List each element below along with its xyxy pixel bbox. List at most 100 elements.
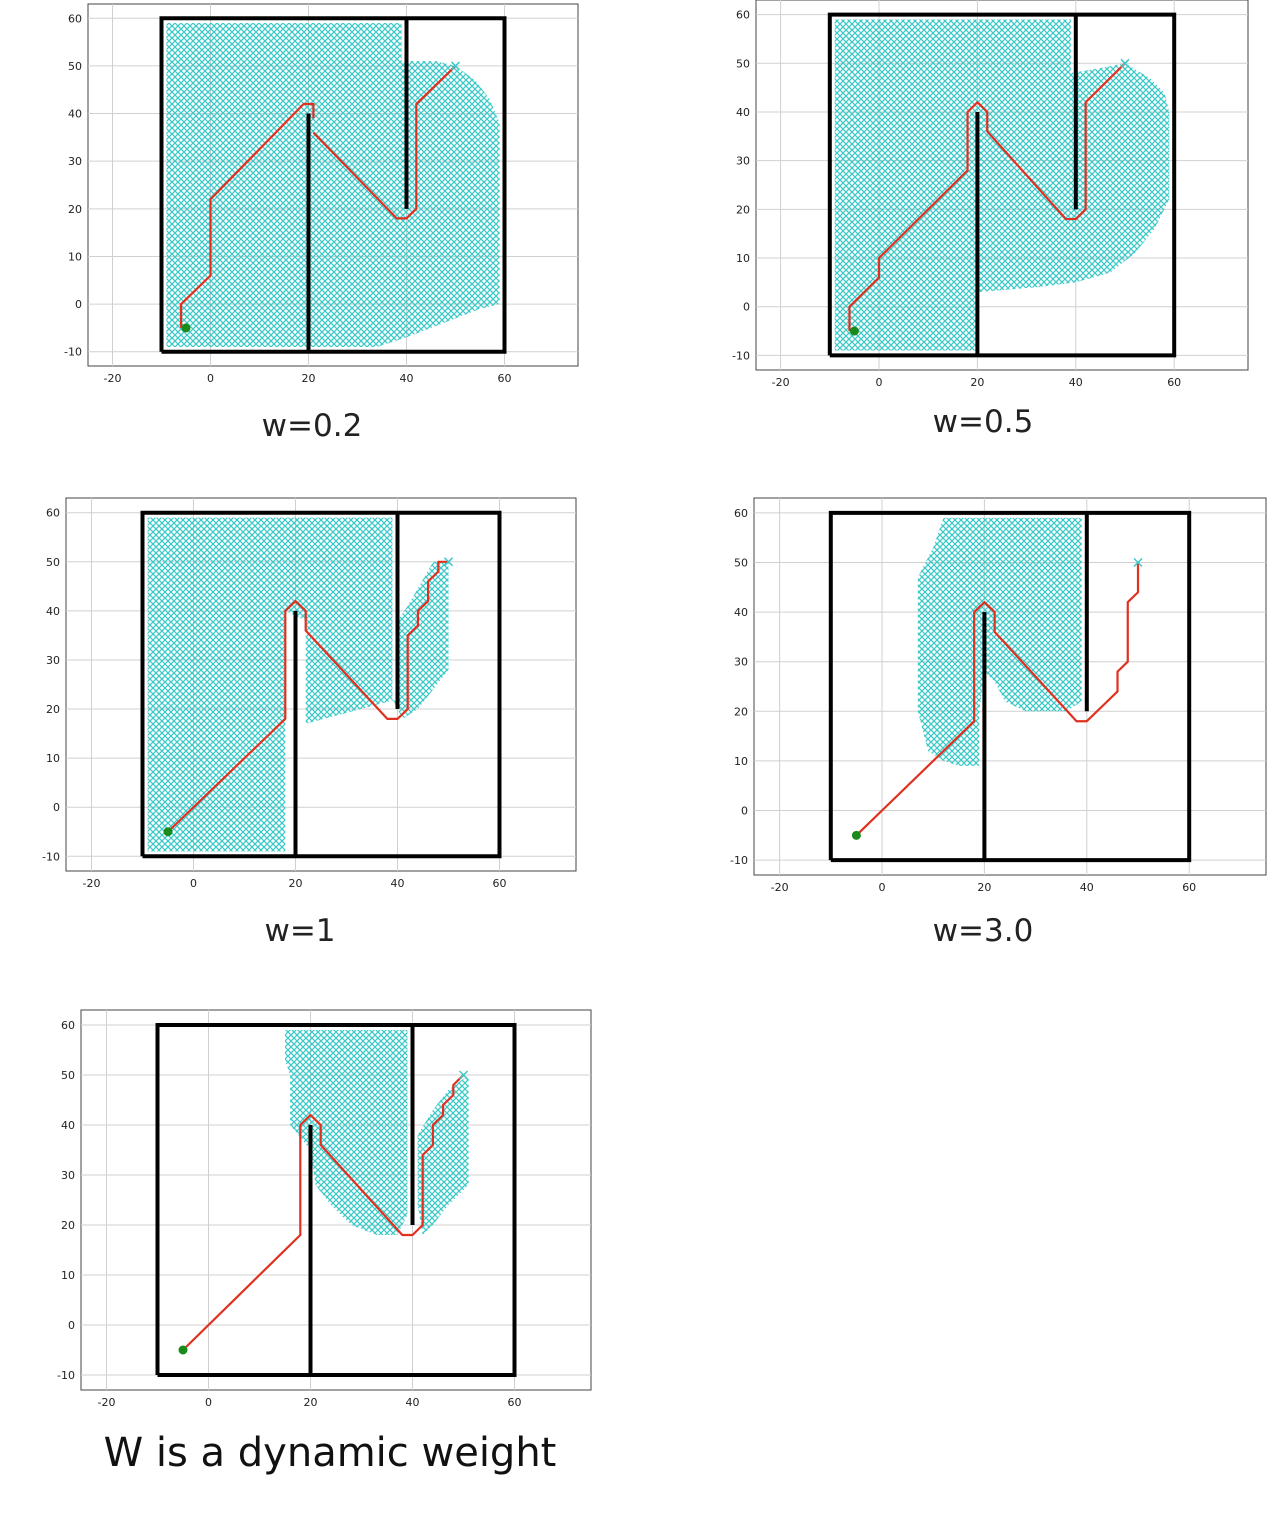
caption-w-1: w=1 — [264, 913, 336, 949]
y-tick-label: 40 — [46, 605, 60, 618]
y-tick-label: 0 — [68, 1319, 75, 1332]
path-line — [848, 62, 1126, 332]
y-tick-label: 30 — [68, 155, 82, 168]
path-line — [312, 65, 457, 220]
explored-region — [147, 517, 449, 852]
x-tick-label: 40 — [1080, 881, 1094, 894]
x-tick-label: 20 — [977, 881, 991, 894]
y-tick-label: 40 — [734, 606, 748, 619]
caption-w-3-0: w=3.0 — [932, 913, 1034, 949]
y-tick-label: 20 — [736, 203, 750, 216]
plot-panel-w-1: -20 0 20 40 60 -10 0 10 20 30 40 50 60 — [24, 493, 586, 905]
y-tick-label: 0 — [75, 298, 82, 311]
x-tick-label: -20 — [83, 877, 101, 890]
path-line — [167, 560, 449, 833]
y-tick-label: 50 — [736, 57, 750, 70]
x-tick-label: 0 — [879, 881, 886, 894]
y-tick-label: 30 — [46, 654, 60, 667]
plot-panel-dynamic-weight: -20 0 20 40 60 -10 0 10 20 30 40 50 60 — [0, 1008, 626, 1418]
x-tick-label: 0 — [876, 376, 883, 389]
goal-marker — [458, 1070, 469, 1080]
y-tick-label: 10 — [46, 752, 60, 765]
plot-w-1: -20 0 20 40 60 -10 0 10 20 30 40 50 60 — [42, 497, 577, 890]
y-tick-label: 60 — [46, 507, 60, 520]
outer-wall — [159, 16, 507, 354]
plot-w-3-0: -20 0 20 40 60 -10 0 10 20 30 40 50 60 — [730, 497, 1267, 894]
y-tick-label: 40 — [736, 106, 750, 119]
y-tick-label: 10 — [68, 250, 82, 263]
caption-w-0-5: w=0.5 — [932, 404, 1034, 440]
outer-wall — [140, 510, 502, 859]
y-tick-label: 20 — [734, 705, 748, 718]
y-tick-label: -10 — [42, 850, 60, 863]
x-tick-label: 60 — [508, 1396, 522, 1409]
x-tick-label: 20 — [289, 877, 303, 890]
plot-panel-w-0-2: -20 0 20 40 60 -10 0 10 20 30 40 50 60 — [40, 2, 585, 392]
y-tick-label: -10 — [64, 346, 82, 359]
caption-dynamic-weight: W is a dynamic weight — [103, 1430, 557, 1476]
start-marker — [178, 1345, 188, 1355]
plot-w-0-5: -20 0 20 40 60 -10 0 10 20 30 40 50 60 — [732, 0, 1249, 389]
y-tick-label: 30 — [736, 155, 750, 168]
explored-region — [417, 1075, 469, 1235]
goal-marker — [1120, 58, 1130, 68]
path-line — [180, 102, 315, 328]
plot-panel-w-3-0: -20 0 20 40 60 -10 0 10 20 30 40 50 60 — [700, 493, 1270, 909]
x-tick-label: 60 — [493, 877, 507, 890]
outer-wall — [828, 510, 1192, 863]
x-tick-label: 20 — [302, 372, 316, 385]
x-tick-label: 40 — [400, 372, 414, 385]
y-tick-label: 60 — [68, 12, 82, 25]
explored-region — [917, 517, 1082, 766]
path-line — [182, 1074, 465, 1351]
x-tick-label: -20 — [772, 376, 790, 389]
y-tick-label: 0 — [53, 801, 60, 814]
start-marker — [181, 323, 191, 333]
y-tick-label: 10 — [734, 755, 748, 768]
x-tick-label: 60 — [1182, 881, 1196, 894]
path-line — [855, 562, 1140, 837]
x-tick-label: 40 — [1069, 376, 1083, 389]
goal-marker — [450, 61, 461, 71]
goal-marker — [443, 557, 454, 567]
y-tick-label: 20 — [68, 203, 82, 216]
x-tick-label: 20 — [970, 376, 984, 389]
x-tick-label: 60 — [1167, 376, 1181, 389]
x-tick-label: 0 — [205, 1396, 212, 1409]
y-tick-label: -10 — [57, 1369, 75, 1382]
y-tick-label: 0 — [741, 805, 748, 818]
outer-wall — [827, 12, 1177, 358]
y-tick-label: 60 — [734, 507, 748, 520]
y-tick-label: 60 — [736, 9, 750, 22]
x-tick-label: 0 — [207, 372, 214, 385]
caption-w-0-2: w=0.2 — [261, 408, 363, 444]
x-tick-label: 20 — [304, 1396, 318, 1409]
start-marker — [849, 326, 859, 336]
x-tick-label: 40 — [406, 1396, 420, 1409]
x-tick-label: -20 — [104, 372, 122, 385]
y-tick-label: 50 — [46, 556, 60, 569]
y-tick-label: 50 — [61, 1069, 75, 1082]
goal-marker — [1133, 557, 1143, 568]
outer-wall — [155, 1023, 517, 1377]
y-tick-label: 20 — [61, 1219, 75, 1232]
y-tick-label: 10 — [736, 252, 750, 265]
y-tick-label: 60 — [61, 1019, 75, 1032]
y-tick-label: 50 — [734, 556, 748, 569]
y-tick-label: 20 — [46, 703, 60, 716]
y-tick-label: -10 — [730, 854, 748, 867]
y-tick-label: 30 — [61, 1169, 75, 1182]
x-tick-label: -20 — [771, 881, 789, 894]
y-tick-label: 30 — [734, 656, 748, 669]
y-tick-label: 10 — [61, 1269, 75, 1282]
x-tick-label: 60 — [498, 372, 512, 385]
y-tick-label: 50 — [68, 60, 82, 73]
y-tick-label: -10 — [732, 349, 750, 362]
plot-w-0-2: -20 0 20 40 60 -10 0 10 20 30 40 50 60 — [64, 3, 579, 385]
y-tick-label: 40 — [61, 1119, 75, 1132]
y-tick-label: 40 — [68, 108, 82, 121]
y-tick-label: 0 — [743, 301, 750, 314]
plot-dynamic-weight: -20 0 20 40 60 -10 0 10 20 30 40 50 60 — [57, 1009, 592, 1409]
x-tick-label: 40 — [391, 877, 405, 890]
x-tick-label: -20 — [98, 1396, 116, 1409]
